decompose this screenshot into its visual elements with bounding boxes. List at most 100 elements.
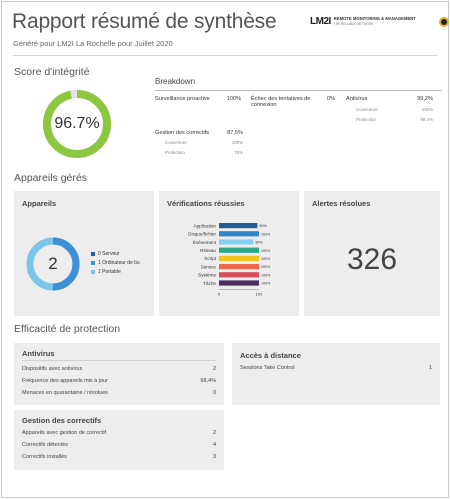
stat-value: 4 (212, 442, 216, 448)
devices-donut (26, 237, 80, 291)
bar-value-label: 100% (261, 249, 271, 253)
stat-label: Fréquence des appareils mis à jour (22, 378, 108, 384)
devices-legend-item: 0 Serveur (91, 251, 120, 257)
stat-label: Dispositifs avec antivirus (22, 366, 83, 372)
breakdown-value: 99,2% (417, 96, 433, 102)
stat-label: Sessions Take Control (240, 365, 295, 371)
stat-value: 3 (212, 454, 216, 460)
bar (219, 247, 259, 253)
breakdown-value: 0% (326, 96, 335, 102)
bar-category-label: Tâche (203, 281, 216, 286)
remote-access-card-title: Accès à distance (240, 351, 301, 360)
x-tick-label: 100 (256, 292, 263, 297)
devices-donut-desktop (26, 237, 80, 291)
integrity-donut-fill (43, 90, 111, 158)
bar-value-label: 96% (259, 224, 267, 228)
breakdown-sub-value: 100% (421, 107, 433, 112)
card-divider (22, 360, 216, 361)
stat-value: 2 (212, 366, 216, 372)
bar-value-label: 100% (261, 257, 271, 261)
checks-card: Vérifications réussies Application 96% Dis… (159, 191, 299, 316)
stat-label: Appareils avec gestion de correctif (22, 430, 107, 436)
breakdown-sub-value: 100% (231, 140, 243, 145)
integrity-score-donut: 96.7% (42, 89, 112, 159)
integrity-section-title: Score d'intégrité (14, 66, 90, 78)
breakdown-label: Échec des tentatives de connexion (251, 96, 311, 109)
legend-swatch (91, 252, 95, 256)
bar-category-label: Script (204, 256, 216, 261)
legend-swatch (91, 270, 95, 274)
checks-bar-chart: Application 96% Disque/fichier 100% Événemen… (188, 223, 271, 297)
stat-value: 0 (212, 390, 216, 396)
page-title: Rapport résumé de synthèse (12, 10, 277, 33)
legend-label: 1 Portable (98, 269, 121, 275)
breakdown-label: Surveillance proactive (155, 96, 210, 102)
devices-count: 2 (48, 254, 58, 273)
remote-access-card: Accès à distance Sessions Take Control 1 (232, 343, 440, 405)
bar (219, 239, 254, 245)
patch-card-title: Gestion des correctifs (22, 416, 102, 425)
bar-value-label: 100% (261, 273, 271, 277)
alerts-card-title: Alertes résolues (312, 199, 371, 208)
logo-text: REMOTE MONITORING & MANAGEMENT THE RELIA… (334, 16, 434, 27)
bar-category-label: Réseau (200, 248, 216, 253)
patch-card: Gestion des correctifs Appareils avec ge… (14, 410, 224, 470)
bar-value-label: 86% (255, 241, 263, 245)
breakdown-value: 87,5% (227, 130, 243, 136)
breakdown-value: 100% (226, 96, 241, 102)
stat-label: Correctifs détectés (22, 442, 68, 448)
stat-label: Menaces en quarantaine / résolues (22, 390, 108, 396)
breakdown-title: Breakdown (155, 77, 442, 91)
legend-swatch (91, 261, 95, 265)
bar (219, 255, 259, 261)
bar (219, 280, 259, 286)
bar-category-label: Disque/fichier (188, 232, 216, 237)
alerts-count: 326 (346, 243, 398, 276)
bar-value-label: 100% (261, 282, 271, 286)
bar (219, 264, 259, 270)
breakdown-sub-label: Protection (356, 117, 376, 122)
managed-section-title: Appareils gérés (14, 172, 87, 184)
breakdown-label: Gestion des correctifs (155, 130, 210, 136)
checks-card-title: Vérifications réussies (167, 199, 245, 208)
integrity-donut-svg (43, 90, 111, 158)
company-logo: LM2I REMOTE MONITORING & MANAGEMENT THE … (310, 16, 449, 27)
antivirus-card: Antivirus Dispositifs avec antivirus 2 F… (14, 343, 224, 405)
devices-card-title: Appareils (22, 199, 57, 208)
header-divider (13, 55, 437, 56)
page-subtitle: Généré pour LM2I La Rochelle pour Juille… (13, 39, 173, 48)
breakdown-sub-label: Couverture (356, 107, 378, 112)
x-tick-label: 0 (218, 292, 221, 297)
antivirus-card-title: Antivirus (22, 349, 55, 358)
breakdown-sub-value: 98,4% (420, 117, 433, 122)
breakdown-label: Antivirus (346, 96, 368, 102)
legend-label: 1 Ordinateur de bu (98, 260, 140, 266)
breakdown-sub-label: Couverture (165, 140, 187, 145)
bar-category-label: Système (198, 273, 216, 278)
logo-mark: LM2I (310, 16, 331, 27)
logo-tagline: REMOTE MONITORING & MANAGEMENT (333, 16, 416, 21)
devices-legend-item: 1 Ordinateur de bu (91, 260, 140, 266)
devices-card: Appareils 2 0 Serveur 1 Ordinateur de bu… (14, 191, 154, 316)
bar-category-label: Événement (193, 239, 217, 245)
stat-value: 1 (428, 365, 432, 371)
bar-category-label: Application (194, 223, 217, 228)
alerts-card: Alertes résolues 326 (304, 191, 440, 316)
bar-value-label: 100% (261, 265, 271, 269)
bar (219, 223, 258, 229)
stat-value: 98,4% (200, 378, 216, 384)
bar (219, 272, 259, 278)
breakdown-sub-label: Protection (165, 150, 185, 155)
logo-subline: THE RELIABLE NETWORK (333, 22, 374, 26)
stat-label: Correctifs installés (22, 454, 67, 460)
breakdown-sub-value: 75% (234, 150, 243, 155)
legend-label: 0 Serveur (98, 251, 120, 257)
bar-category-label: Service (201, 264, 217, 269)
breakdown-panel: Breakdown Surveillance proactive 100% Éc… (155, 77, 442, 155)
devices-legend-item: 1 Portable (91, 269, 121, 275)
stat-value: 2 (212, 430, 216, 436)
integrity-score-value: 96.7% (54, 115, 100, 132)
bar-value-label: 100% (261, 232, 271, 236)
protection-section-title: Efficacité de protection (14, 323, 121, 335)
